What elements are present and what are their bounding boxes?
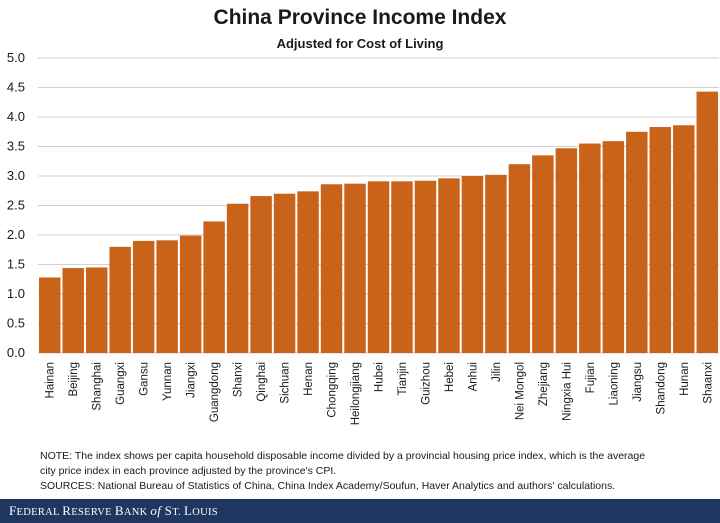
bar — [250, 196, 272, 353]
y-tick-label: 2.5 — [7, 198, 25, 213]
bar — [391, 181, 413, 353]
bar — [673, 125, 695, 353]
bar — [226, 203, 249, 353]
bar — [461, 176, 484, 353]
y-tick-label: 5.0 — [7, 50, 25, 65]
y-axis-ticks: 0.0 0.5 1.0 1.5 2.0 2.5 3.0 3.5 4.0 4.5 5.0 — [7, 50, 25, 360]
bar — [438, 178, 460, 353]
note-line-1: NOTE: The index shows per capita househo… — [40, 450, 646, 462]
x-tick-label: Jilin — [491, 362, 503, 382]
x-tick-label: Qinghai — [256, 362, 268, 402]
bar — [602, 141, 625, 353]
bar — [532, 155, 554, 353]
bars — [39, 91, 718, 353]
x-tick-label: Hainan — [45, 362, 57, 398]
x-tick-label: Guangxi — [115, 362, 127, 405]
bar — [508, 164, 531, 353]
x-tick-label: Tianjin — [397, 362, 409, 395]
bar — [203, 221, 225, 353]
y-tick-label: 3.0 — [7, 168, 25, 183]
x-tick-label: Shanghai — [92, 362, 104, 411]
x-tick-label: Zhejiang — [538, 362, 550, 406]
chart-subtitle: Adjusted for Cost of Living — [276, 36, 444, 51]
bar — [297, 191, 319, 353]
bar — [696, 91, 718, 353]
footer-bar: FEDERAL RESERVE BANK of ST. LOUIS — [0, 499, 720, 523]
bar — [39, 277, 61, 353]
x-tick-label: Shaanxi — [702, 362, 714, 404]
x-tick-label: Fujian — [585, 362, 597, 393]
bar — [485, 174, 507, 353]
x-tick-label: Hebei — [444, 362, 456, 392]
bar-chart: 0.0 0.5 1.0 1.5 2.0 2.5 3.0 3.5 4.0 4.5 5.0 Hainan… — [7, 50, 719, 425]
bar — [367, 181, 390, 353]
bar — [85, 267, 108, 353]
x-tick-label: Henan — [303, 362, 315, 396]
bar — [555, 148, 578, 353]
x-tick-label: Yunnan — [162, 362, 174, 401]
bar — [109, 246, 131, 353]
bar — [344, 183, 366, 353]
x-tick-label: Hubei — [374, 362, 386, 392]
x-tick-label: Ningxia Hui — [561, 362, 573, 421]
x-tick-label: Jiangxi — [186, 362, 198, 398]
bar — [320, 184, 343, 353]
bar — [179, 235, 202, 353]
y-tick-label: 2.0 — [7, 227, 25, 242]
chart-notes: NOTE: The index shows per capita househo… — [40, 449, 710, 494]
x-tick-label: Guangdong — [209, 362, 221, 422]
y-tick-label: 0.5 — [7, 316, 25, 331]
x-tick-label: Guizhou — [420, 362, 432, 405]
x-tick-label: Sichuan — [280, 362, 292, 404]
y-tick-label: 4.5 — [7, 80, 25, 95]
x-tick-label: Anhui — [467, 362, 479, 391]
x-tick-label: Heilongjiang — [350, 362, 362, 425]
y-tick-label: 1.5 — [7, 257, 25, 272]
x-tick-label: Chongqing — [327, 362, 339, 418]
y-tick-label: 0.0 — [7, 345, 25, 360]
bar — [132, 240, 155, 353]
x-tick-label: Beijing — [68, 362, 80, 397]
y-tick-label: 4.0 — [7, 109, 25, 124]
bar — [156, 240, 178, 353]
bar — [62, 268, 84, 353]
footer-brand: FEDERAL RESERVE BANK of ST. LOUIS — [9, 503, 218, 518]
x-tick-label: Nei Mongol — [514, 362, 526, 420]
y-tick-label: 1.0 — [7, 286, 25, 301]
y-tick-label: 3.5 — [7, 139, 25, 154]
bar — [579, 143, 601, 353]
sources-line: SOURCES: National Bureau of Statistics o… — [40, 480, 616, 492]
x-tick-label: Jiangsu — [632, 362, 644, 402]
x-tick-label: Shandong — [655, 362, 667, 414]
x-axis-labels: Hainan Beijing Shanghai Guangxi Gansu Yunnan J… — [45, 362, 715, 425]
bar — [649, 127, 672, 353]
chart-title: China Province Income Index — [213, 6, 507, 29]
bar — [273, 193, 296, 353]
x-tick-label: Hunan — [679, 362, 691, 396]
bar — [414, 180, 437, 353]
x-tick-label: Liaoning — [608, 362, 620, 405]
x-tick-label: Shanxi — [233, 362, 245, 397]
bar — [626, 131, 648, 353]
x-tick-label: Gansu — [139, 362, 151, 396]
note-line-2: city price index in each province adjust… — [40, 465, 337, 477]
